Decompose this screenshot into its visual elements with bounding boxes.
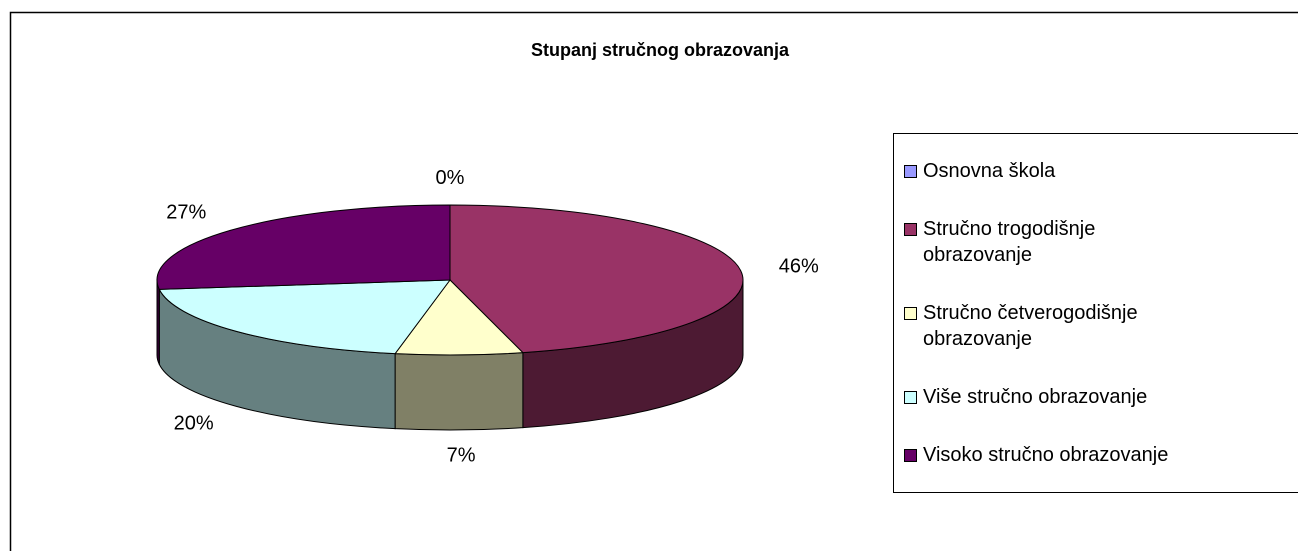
legend-label: Više stručno obrazovanje (923, 386, 1148, 408)
data-label: 46% (779, 256, 819, 278)
slice-side (156, 279, 160, 365)
legend-swatch (904, 165, 917, 178)
legend-label: Visoko stručno obrazovanje (923, 444, 1169, 466)
legend-swatch (904, 307, 917, 320)
legend: Osnovna škola Stručno trogodišnje obrazov… (893, 133, 1298, 493)
legend-swatch (904, 391, 917, 404)
legend-item: Stručno trogodišnje obrazovanje (904, 216, 1298, 268)
slice (394, 279, 525, 356)
data-label: 7% (447, 444, 476, 466)
data-label: 0% (436, 167, 465, 189)
legend-item: Stručno četverogodišnje obrazovanje (904, 300, 1298, 352)
data-label: 20% (174, 413, 214, 435)
legend-swatch (904, 449, 917, 462)
slice-side (394, 352, 524, 431)
slice (449, 204, 744, 354)
legend-label: Stručno četverogodišnje obrazovanje (923, 302, 1138, 350)
chart-title: Stupanj stručnog obrazovanja (531, 40, 790, 60)
slice (158, 279, 452, 355)
data-label: 27% (166, 201, 206, 223)
legend-item: Više stručno obrazovanje (904, 384, 1298, 410)
chart-frame (9, 11, 1298, 551)
slice (156, 204, 451, 290)
legend-swatch (904, 223, 917, 236)
legend-label: Stručno trogodišnje obrazovanje (923, 218, 1096, 266)
legend-item: Visoko stručno obrazovanje (904, 442, 1298, 468)
legend-item: Osnovna škola (904, 158, 1298, 184)
legend-label: Osnovna škola (923, 160, 1056, 182)
